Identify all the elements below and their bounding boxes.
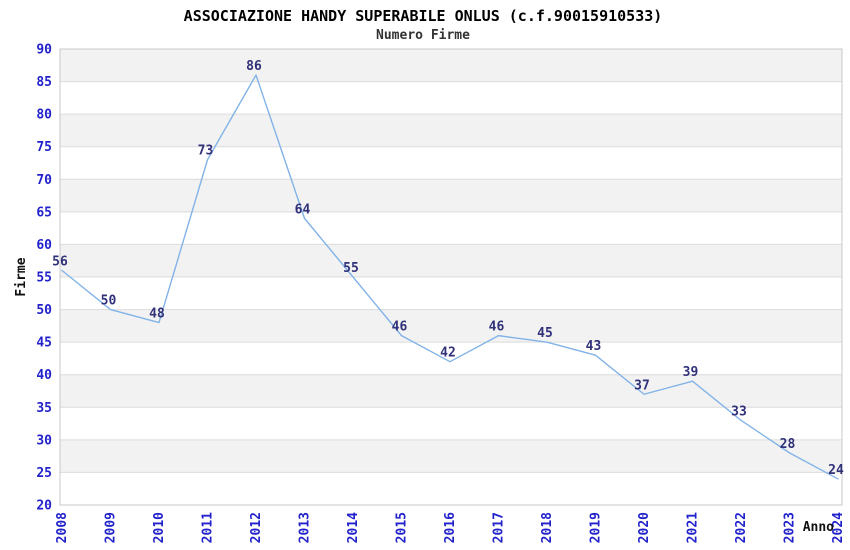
y-tick-label: 85 [36,75,52,90]
y-tick-label: 70 [36,173,52,188]
data-point-label: 56 [52,254,68,269]
y-tick-label: 60 [36,238,52,253]
data-point-label: 46 [392,320,408,335]
y-tick-label: 65 [36,205,52,220]
x-tick-label: 2009 [104,512,119,543]
x-tick-label: 2023 [783,512,798,543]
plot-border [59,48,843,506]
x-tick-label: 2015 [395,512,410,543]
chart-subtitle: Numero Firme [376,28,470,43]
data-point-label: 24 [828,463,844,478]
x-tick-label: 2013 [298,512,313,543]
x-axis-label: Anno [803,520,834,535]
plot-band [60,81,842,115]
y-tick-label: 30 [36,433,52,448]
plot-band [60,179,842,212]
plot-band [60,146,842,180]
data-point-label: 55 [343,261,359,276]
data-point-label: 48 [149,307,165,322]
plot-band [60,407,842,440]
x-tick-label: 2021 [686,512,701,543]
data-point-label: 46 [489,320,505,335]
y-tick-label: 20 [36,499,52,514]
data-point-label: 43 [586,339,602,354]
plot-band [60,374,842,408]
chart-title: ASSOCIAZIONE HANDY SUPERABILE ONLUS (c.f… [184,7,663,25]
data-point-label: 28 [780,437,796,452]
data-point-label: 33 [731,404,747,419]
y-tick-label: 50 [36,303,52,318]
plot-band [60,114,842,147]
x-tick-label: 2012 [249,512,264,543]
y-tick-label: 75 [36,140,52,155]
x-tick-label: 2011 [201,512,216,543]
data-point-label: 42 [440,346,456,361]
data-point-label: 73 [198,144,214,159]
plot-band [60,277,842,310]
chart-plot-area [59,48,843,506]
y-tick-label: 25 [36,466,52,481]
x-tick-label: 2014 [346,512,361,543]
x-tick-label: 2008 [55,512,70,543]
x-tick-label: 2018 [540,512,555,543]
data-point-label: 45 [537,326,553,341]
y-tick-label: 55 [36,271,52,286]
x-tick-label: 2022 [734,512,749,543]
x-tick-label: 2017 [492,512,507,543]
y-tick-label: 80 [36,108,52,123]
data-line [61,74,839,480]
y-tick-label: 90 [36,43,52,58]
plot-band [60,439,842,473]
plot-band [60,49,842,82]
data-point-label: 37 [634,378,650,393]
x-tick-label: 2020 [637,512,652,543]
y-tick-label: 45 [36,336,52,351]
y-tick-label: 35 [36,401,52,416]
data-point-label: 86 [246,59,262,74]
x-tick-label: 2024 [831,512,846,543]
y-axis-label: Firme [14,257,29,296]
x-tick-label: 2019 [589,512,604,543]
plot-band [60,309,842,343]
data-point-label: 64 [295,202,311,217]
data-point-label: 39 [683,365,699,380]
data-point-label: 50 [101,294,117,309]
plot-band [60,472,842,505]
plot-band [60,211,842,245]
chart-axis-labels: 56 50 48 73 86 64 55 46 42 46 45 43 37 39 33 28 24 20 25 30… [36,43,846,544]
x-tick-label: 2016 [443,512,458,543]
plot-band [60,244,842,277]
y-tick-label: 40 [36,368,52,383]
plot-band [60,342,842,375]
x-tick-label: 2010 [152,512,167,543]
